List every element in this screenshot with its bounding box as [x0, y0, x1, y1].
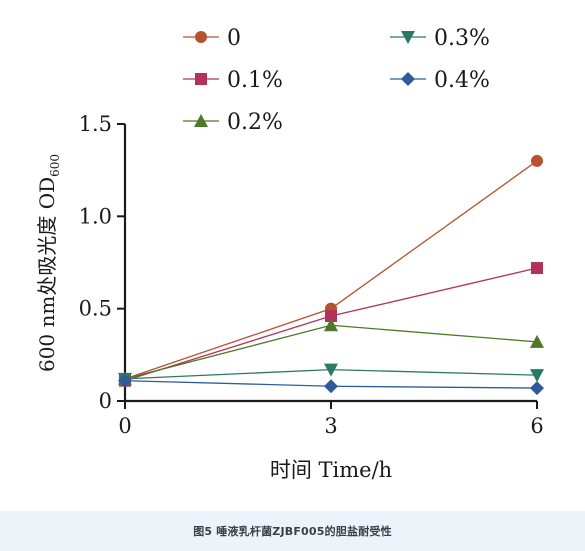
legend-item: 0	[183, 26, 241, 51]
legend-item: 0.2%	[183, 110, 283, 135]
x-axis-label: 时间 Time/h	[270, 458, 392, 482]
series-lines	[124, 160, 538, 389]
data-point	[530, 369, 544, 383]
chart-figure: 0 0.1% 0.2% 0.3% 0.4% 0 0.5 1.0 1.5 0 3 6 600 nm处吸…	[35, 26, 544, 482]
legend-marker	[401, 72, 415, 86]
data-point	[324, 379, 338, 394]
legend: 0 0.1% 0.2% 0.3% 0.4%	[183, 26, 490, 135]
series-line	[124, 160, 538, 380]
caption-band: 图5 唾液乳杆菌ZJBF005的胆盐耐受性	[0, 511, 585, 551]
legend-item: 0.1%	[183, 68, 283, 93]
y-axis-label-subscript: 600	[48, 154, 62, 177]
y-axis-label-main: 600 nm处吸光度 OD	[35, 177, 59, 372]
legend-marker	[195, 31, 207, 43]
legend-marker	[401, 31, 415, 44]
legend-marker	[194, 114, 208, 127]
data-point	[324, 363, 338, 377]
figure-caption: 图5 唾液乳杆菌ZJBF005的胆盐耐受性	[193, 525, 392, 538]
legend-label: 0.3%	[434, 26, 490, 51]
x-tick-label: 3	[324, 414, 337, 438]
data-point	[531, 154, 543, 167]
legend-marker	[195, 73, 207, 85]
legend-label: 0.1%	[227, 68, 283, 93]
x-tick-label: 6	[530, 414, 543, 438]
series-markers	[118, 154, 544, 396]
data-point	[325, 310, 337, 323]
data-point	[531, 262, 543, 275]
chart-axes	[123, 124, 537, 403]
legend-label: 0.4%	[434, 68, 490, 93]
x-tick-label: 0	[118, 414, 131, 438]
data-point	[118, 373, 132, 388]
legend-item: 0.3%	[390, 26, 490, 51]
data-point	[324, 318, 338, 332]
y-tick-label: 0.5	[79, 297, 112, 321]
chart-svg: 0 0.1% 0.2% 0.3% 0.4% 0 0.5 1.0 1.5 0 3 6 600 nm处吸…	[35, 26, 544, 482]
y-tick-label: 0	[99, 389, 112, 413]
data-point	[530, 381, 544, 396]
y-tick-label: 1.5	[79, 112, 112, 136]
legend-item: 0.4%	[390, 68, 490, 93]
legend-label: 0	[227, 26, 241, 51]
data-point	[530, 334, 544, 348]
axis-ticks: 0 0.5 1.0 1.5 0 3 6	[79, 112, 544, 438]
y-tick-label: 1.0	[79, 204, 112, 228]
legend-label: 0.2%	[227, 110, 283, 135]
y-axis-label: 600 nm处吸光度 OD600	[35, 154, 62, 372]
